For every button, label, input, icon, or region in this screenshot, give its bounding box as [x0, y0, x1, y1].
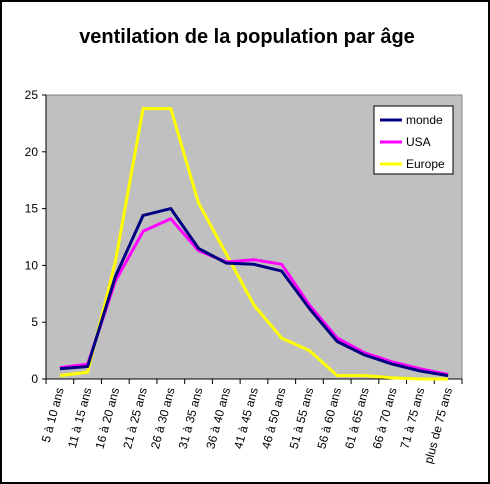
x-tick-label: 16 à 20 ans — [92, 386, 122, 450]
y-axis: 0 5 10 15 20 25 — [25, 88, 47, 386]
legend-label-monde: monde — [406, 113, 443, 127]
legend-label-europe: Europe — [406, 157, 445, 171]
x-tick-label: 11 à 15 ans — [65, 386, 95, 449]
x-tick-label: 71 à 75 ans — [398, 386, 428, 450]
chart-title: ventilation de la population par âge — [79, 26, 415, 48]
y-tick-label: 20 — [25, 145, 39, 159]
x-tick-label: 56 à 60 ans — [314, 386, 344, 450]
x-tick-label: 46 à 50 ans — [259, 386, 289, 450]
x-tick-label: 21 à 25 ans — [120, 386, 150, 450]
series-line-europe — [59, 107, 449, 381]
x-tick-label: 41 à 45 ans — [231, 386, 261, 450]
x-tick-label: 36 à 40 ans — [203, 386, 233, 450]
legend: monde USA Europe — [373, 105, 454, 175]
x-tick-label: 66 à 70 ans — [370, 386, 400, 450]
series-line-usa — [59, 217, 449, 376]
x-tick-label: 31 à 35 ans — [176, 386, 206, 450]
x-tick-label: 61 à 65 ans — [342, 386, 372, 450]
x-tick-label: 26 à 30 ans — [148, 386, 178, 450]
y-tick-label: 25 — [25, 88, 39, 102]
x-tick-label: 5 à 10 ans — [39, 386, 67, 444]
series-line-monde — [59, 207, 449, 378]
y-tick-label: 0 — [31, 372, 38, 386]
x-tick-label: plus de 75 ans — [421, 386, 455, 465]
legend-label-usa: USA — [406, 135, 431, 149]
x-tick-label: 51 à 55 ans — [287, 386, 317, 450]
series-layer — [59, 107, 449, 381]
y-tick-label: 10 — [25, 258, 39, 272]
y-tick-label: 5 — [31, 315, 38, 329]
y-tick-label: 15 — [25, 202, 39, 216]
